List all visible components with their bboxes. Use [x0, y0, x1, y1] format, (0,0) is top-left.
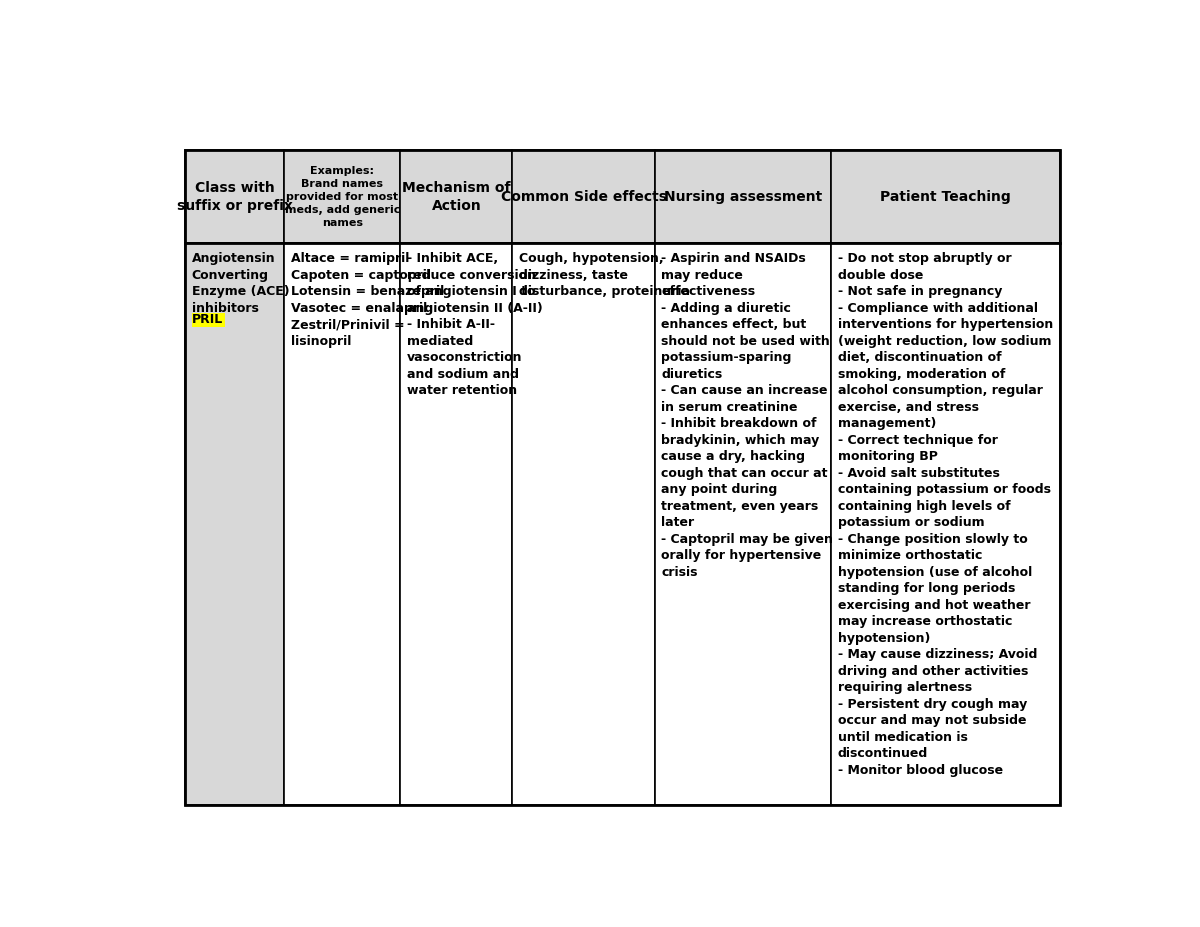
Text: Patient Teaching: Patient Teaching — [880, 190, 1010, 204]
Text: Common Side effects: Common Side effects — [500, 190, 666, 204]
Bar — [512, 150, 655, 244]
Text: Examples:
Brand names
provided for most
meds, add generic
names: Examples: Brand names provided for most … — [284, 166, 400, 228]
Bar — [655, 150, 832, 244]
Bar — [401, 244, 512, 805]
Text: Mechanism of
Action: Mechanism of Action — [402, 181, 510, 213]
Bar — [655, 244, 832, 805]
Text: - Do not stop abruptly or
double dose
- Not safe in pregnancy
- Compliance with : - Do not stop abruptly or double dose - … — [838, 252, 1054, 777]
Bar — [192, 312, 226, 327]
Text: PRIL: PRIL — [192, 313, 223, 326]
Bar — [401, 150, 512, 244]
Text: - Inhibit ACE,
reduce conversion
of angiotensin I to
angiotensin II (A-II)
- Inh: - Inhibit ACE, reduce conversion of angi… — [407, 252, 542, 397]
Text: Cough, hypotension,
dizziness, taste
disturbance, proteinuria: Cough, hypotension, dizziness, taste dis… — [518, 252, 690, 298]
Bar — [832, 244, 1060, 805]
Text: - Aspirin and NSAIDs
may reduce
effectiveness
- Adding a diuretic
enhances effec: - Aspirin and NSAIDs may reduce effectiv… — [661, 252, 833, 578]
Bar — [185, 150, 284, 244]
Text: Angiotensin
Converting
Enzyme (ACE)
inhibitors: Angiotensin Converting Enzyme (ACE) inhi… — [192, 252, 289, 314]
Text: Nursing assessment: Nursing assessment — [664, 190, 822, 204]
Bar — [185, 244, 284, 805]
Bar — [832, 150, 1060, 244]
Bar — [512, 244, 655, 805]
Text: Class with
suffix or prefix: Class with suffix or prefix — [176, 181, 293, 213]
Bar — [284, 244, 401, 805]
Text: Altace = ramipril
Capoten = captopril
Lotensin = benazepril
Vasotec = enalapril
: Altace = ramipril Capoten = captopril Lo… — [290, 252, 444, 348]
Bar — [284, 150, 401, 244]
